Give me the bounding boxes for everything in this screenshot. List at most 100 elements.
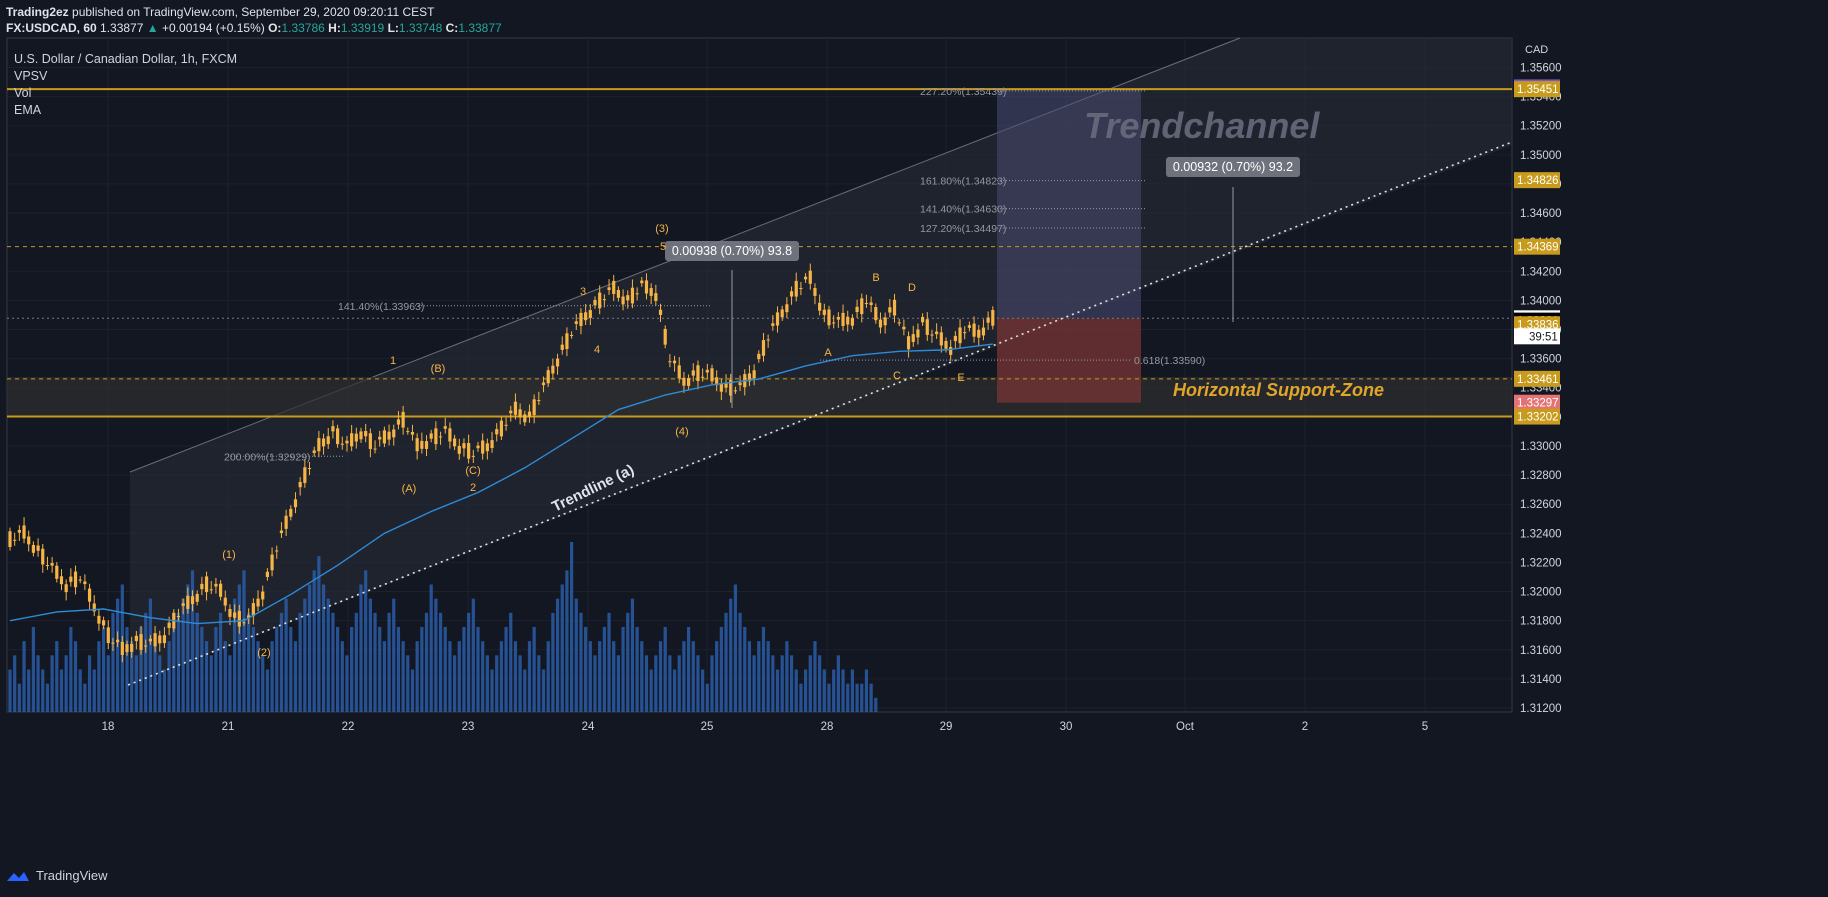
candle-body <box>92 603 96 612</box>
candle-body <box>630 287 635 304</box>
volume-bar <box>373 612 377 712</box>
volume-bar <box>251 627 255 712</box>
price-badge-label: 1.33461 <box>1517 374 1559 386</box>
candle-body <box>967 325 971 328</box>
candle-body <box>87 588 92 602</box>
volume-bar <box>752 655 756 712</box>
legend-title[interactable]: U.S. Dollar / Canadian Dollar, 1h, FXCM <box>14 52 238 66</box>
candle-body <box>485 443 489 452</box>
volume-bar <box>219 612 223 712</box>
volume-bar <box>415 641 419 712</box>
volume-bar <box>658 641 663 712</box>
candle-body <box>682 377 686 386</box>
candle-body <box>111 642 115 644</box>
volume-bar <box>162 669 167 712</box>
volume-bar <box>804 669 808 712</box>
price-badge <box>1514 316 1560 333</box>
volume-bar <box>523 669 527 712</box>
candle-body <box>794 280 798 297</box>
volume-bar <box>307 584 312 712</box>
volume-bar <box>167 641 171 712</box>
volume-bar <box>574 598 578 712</box>
candle-body <box>270 554 274 571</box>
candle-body <box>424 441 429 449</box>
volume-bar <box>144 612 148 712</box>
candle-body <box>701 376 705 378</box>
candle-body <box>715 377 719 386</box>
candle-body <box>626 295 630 301</box>
long-position-target-box <box>997 89 1141 319</box>
volume-bar <box>532 627 536 712</box>
wave-label: B <box>872 272 879 284</box>
price-badge-label: 1.34826 <box>1517 175 1559 187</box>
candle-body <box>293 499 298 508</box>
volume-bar <box>541 669 546 712</box>
volume-bar <box>682 641 686 712</box>
candle-body <box>406 431 410 433</box>
volume-bar <box>130 641 134 712</box>
volume-bar <box>354 612 358 712</box>
candle-body <box>579 312 583 327</box>
volume-bar <box>176 612 181 712</box>
publisher-name[interactable]: Trading2ez <box>6 5 69 19</box>
volume-bar <box>350 627 354 712</box>
volume-bar <box>209 655 213 712</box>
candle-body <box>963 332 967 334</box>
volume-bar <box>860 683 864 712</box>
fib-label: 0.618(1.33590) <box>1134 355 1205 367</box>
volume-bar <box>560 584 564 712</box>
candle-body <box>148 638 152 642</box>
candle-body <box>696 365 700 382</box>
volume-bar <box>256 641 260 712</box>
candle-body <box>546 370 550 384</box>
fib-label: 141.40%(1.34630) <box>920 204 1006 216</box>
candle-body <box>31 544 35 553</box>
x-tick-label: 5 <box>1422 721 1428 733</box>
volume-bar <box>247 612 251 712</box>
volume-bar <box>181 598 185 712</box>
legend-indicator-vpsv[interactable]: VPSV <box>14 69 48 83</box>
symbol: FX:USDCAD, 60 <box>6 21 97 35</box>
candle-body <box>668 361 672 363</box>
candle-body <box>588 310 592 318</box>
y-tick-label: 1.34000 <box>1520 295 1562 307</box>
candle-body <box>640 280 644 284</box>
footer-brand[interactable]: TradingView <box>36 868 108 883</box>
ema-line <box>9 343 993 625</box>
wave-label: D <box>908 282 916 294</box>
publish-header: Trading2ez published on TradingView.com,… <box>6 4 502 36</box>
x-tick-label: 30 <box>1060 721 1073 733</box>
candle-body <box>972 323 976 337</box>
volume-bar <box>116 598 120 712</box>
candle-body <box>364 431 368 437</box>
candle-body <box>251 603 255 617</box>
candle-body <box>130 643 134 652</box>
price-badge-label: 1.35451 <box>1517 84 1559 96</box>
trendchannel-annotation: Trendchannel <box>1084 105 1320 146</box>
volume-bar <box>69 627 73 712</box>
y-tick-label: 1.35200 <box>1520 121 1562 133</box>
volume-bar <box>78 669 82 712</box>
legend-indicator-ema[interactable]: EMA <box>14 103 42 117</box>
high-label: H: <box>328 21 341 35</box>
candle-body <box>705 369 709 373</box>
candle-body <box>654 293 658 301</box>
candle-body <box>888 307 892 313</box>
volume-bar <box>588 641 592 712</box>
x-tick-label: 24 <box>582 721 595 733</box>
low-label: L: <box>387 21 399 35</box>
volume-bar <box>134 655 138 712</box>
candle-body <box>752 370 756 379</box>
candle-body <box>977 329 981 338</box>
volume-bar <box>364 570 368 712</box>
candle-body <box>387 431 391 440</box>
volume-bar <box>626 612 630 712</box>
volume-bar <box>668 655 672 712</box>
candle-body <box>144 645 148 647</box>
volume-bar <box>724 612 728 712</box>
volume-bar <box>261 655 265 712</box>
volume-bar <box>481 641 485 712</box>
volume-bar <box>607 612 611 712</box>
legend-indicator-vol[interactable]: Vol <box>14 86 32 100</box>
